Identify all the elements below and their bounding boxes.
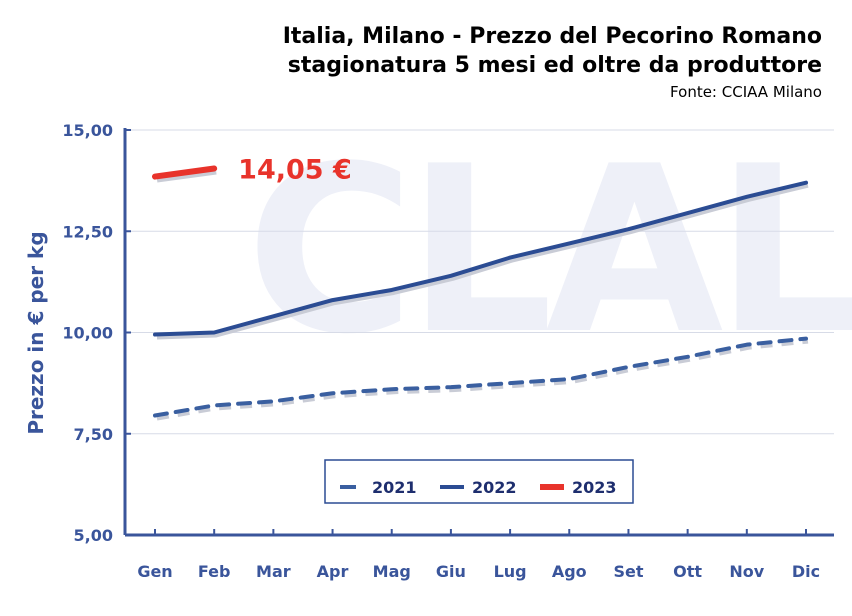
x-tick-label-9: Ott [673,562,702,581]
series-2023-shadow [156,168,217,183]
legend-label-2023: 2023 [572,478,617,497]
x-tick-label-1: Feb [198,562,231,581]
x-tick-label-10: Nov [729,562,764,581]
series-lines [152,165,809,421]
x-tick-label-3: Apr [317,562,349,581]
y-tick-label-2: 10,00 [62,324,113,343]
axes [123,128,834,537]
series-2021-shadow [156,339,809,421]
series-2022-line [153,180,808,337]
chart-title-line-1: Italia, Milano - Prezzo del Pecorino Rom… [282,24,822,49]
chart-title-block: Italia, Milano - Prezzo del Pecorino Rom… [283,22,822,102]
y-axis-label: Prezzo in € per kg [24,231,48,434]
last-value-annotation: 14,05 € [238,154,352,185]
y-tick-label-3: 12,50 [62,222,113,241]
axis-labels: 5,00 7,50 10,00 12,50 15,00 Gen Feb Mar Apr Mag Gi… [62,121,820,581]
x-tick-label-0: Gen [137,562,172,581]
legend-label-2022: 2022 [472,478,517,497]
chart-title-line-2: stagionatura 5 mesi ed oltre da produtto… [287,53,822,78]
x-tick-label-11: Dic [792,562,820,581]
series-2023-line [152,165,218,180]
x-tick-label-6: Lug [494,562,527,581]
grid-lines [125,129,834,435]
legend-box [324,459,634,504]
legend-label-2021: 2021 [372,478,417,497]
x-tick-label-2: Mar [256,562,291,581]
legend: 2021 2022 2023 [324,459,634,504]
y-tick-label-4: 15,00 [62,121,113,140]
y-tick-label-0: 5,00 [74,526,113,545]
chart-source: Fonte: CCIAA Milano [670,83,822,101]
x-tick-label-7: Ago [552,562,587,581]
y-tick-label-1: 7,50 [74,425,113,444]
series-2021-line [153,336,808,418]
x-tick-label-4: Mag [373,562,411,581]
series-2022-shadow [156,183,809,340]
x-tick-label-5: Giu [436,562,466,581]
x-tick-label-8: Set [613,562,643,581]
